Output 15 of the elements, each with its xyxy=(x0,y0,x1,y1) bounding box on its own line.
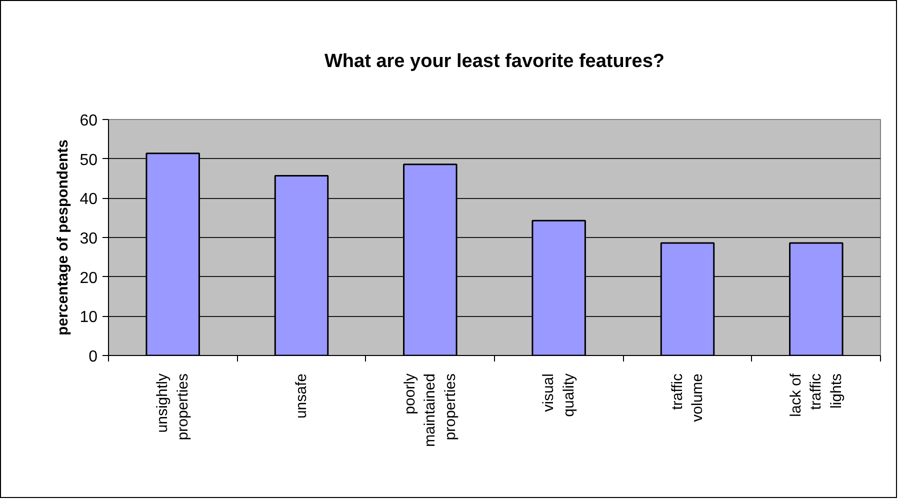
y-tick-label: 60 xyxy=(80,112,98,130)
y-tick-label: 20 xyxy=(80,270,98,287)
x-tick-label: poorly maintained properties xyxy=(401,373,460,447)
x-tick-label: unsafe xyxy=(293,373,310,419)
x-tick-label: unsightly properties xyxy=(154,373,192,440)
y-tick-label: 50 xyxy=(80,152,98,169)
x-tick-label: lack of traffic lights xyxy=(787,372,846,417)
chart-title: What are your least favorite features? xyxy=(324,51,664,72)
y-tick-label: 0 xyxy=(88,348,98,366)
y-tick-label: 10 xyxy=(80,309,98,326)
y-tick-label: 40 xyxy=(80,191,98,208)
y-tick-label: 30 xyxy=(80,230,98,248)
y-axis-title: percentage of pespondents xyxy=(54,140,72,336)
x-tick-label: visual quality xyxy=(540,373,578,417)
x-tick-label: traffic volume xyxy=(668,373,706,422)
